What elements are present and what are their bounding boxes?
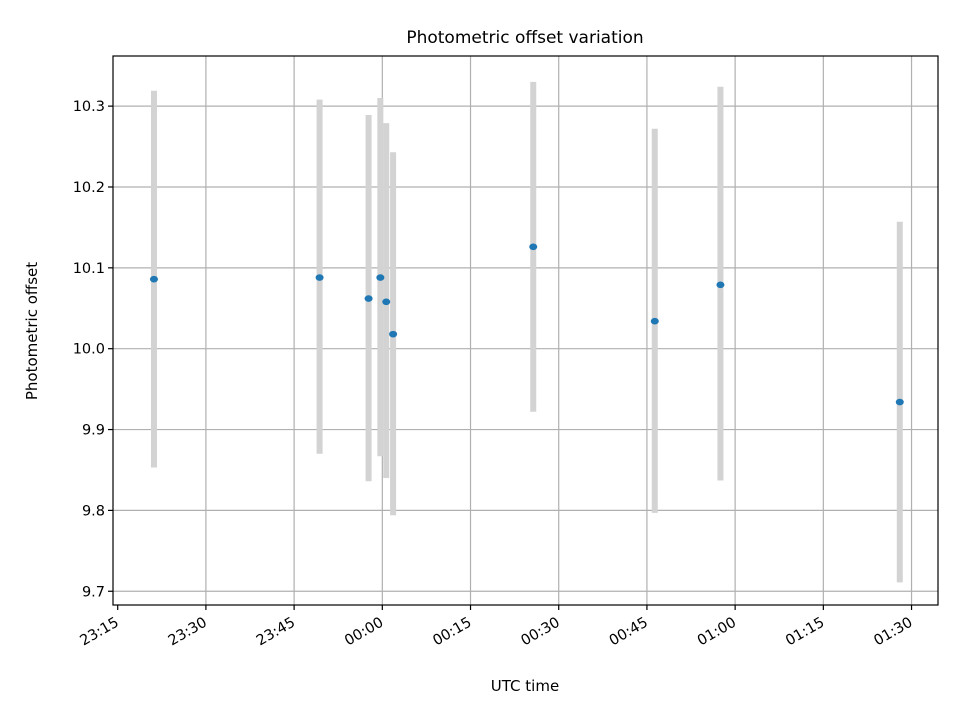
x-axis-label: UTC time — [491, 677, 559, 695]
data-point — [382, 298, 391, 306]
data-point — [895, 398, 904, 406]
chart-title: Photometric offset variation — [406, 28, 643, 48]
y-axis-ticks: 9.7 9.8 9.9 10.0 10.1 10.2 10.3 — [73, 99, 113, 600]
y-tick-label: 9.7 — [82, 584, 105, 600]
x-tick-label: 00:30 — [519, 615, 563, 650]
x-axis-ticks: 23:15 23:30 23:45 00:00 00:15 00:30 00:45 01:00… — [78, 605, 916, 649]
y-tick-label: 10.2 — [73, 180, 105, 196]
x-tick-label: 01:15 — [783, 615, 827, 650]
grid — [113, 56, 938, 605]
data-points — [149, 243, 904, 406]
x-tick-label: 01:00 — [695, 615, 739, 650]
y-axis-label: Photometric offset — [23, 262, 41, 400]
y-tick-label: 10.3 — [73, 99, 105, 115]
x-tick-label: 00:00 — [342, 615, 386, 650]
data-point — [389, 330, 398, 338]
x-tick-label: 23:15 — [78, 615, 122, 650]
data-point — [716, 281, 725, 289]
data-point — [650, 317, 659, 325]
data-point — [149, 275, 158, 283]
plot-frame — [112, 55, 939, 606]
data-point — [529, 243, 538, 251]
y-tick-label: 9.9 — [82, 423, 105, 439]
data-point — [315, 274, 324, 281]
x-tick-label: 23:30 — [166, 615, 210, 650]
data-point — [364, 295, 373, 302]
x-tick-label: 23:45 — [254, 615, 298, 650]
data-point — [376, 274, 385, 281]
y-tick-label: 10.1 — [73, 261, 105, 277]
error-bars — [150, 81, 903, 583]
x-tick-label: 00:15 — [430, 615, 474, 650]
y-tick-label: 10.0 — [73, 342, 105, 358]
y-tick-label: 9.8 — [82, 503, 105, 519]
x-tick-label: 01:30 — [871, 615, 915, 650]
x-tick-label: 00:45 — [607, 615, 651, 650]
